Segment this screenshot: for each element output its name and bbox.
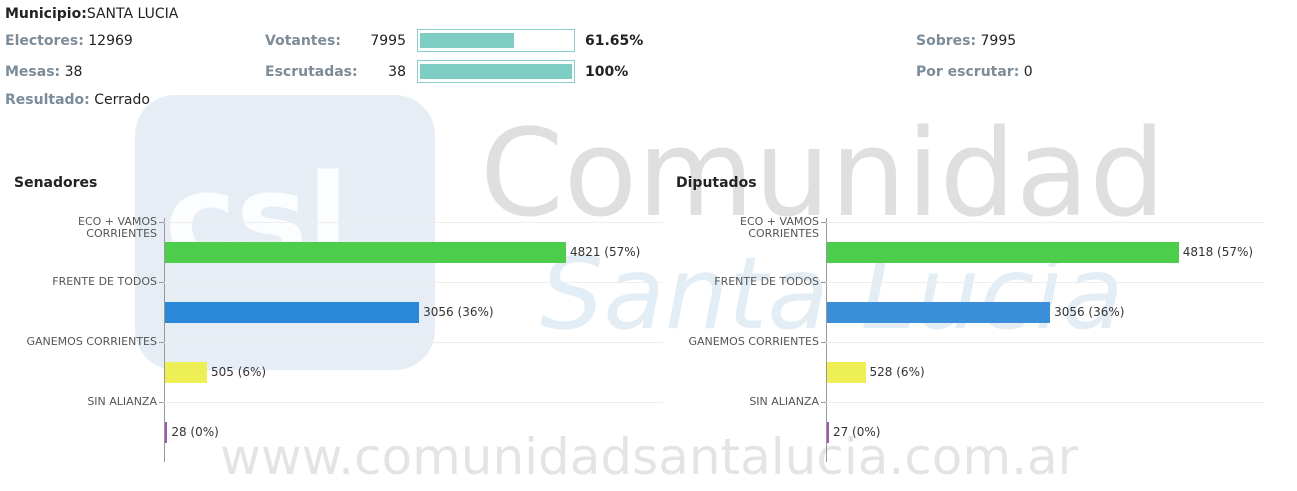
bar <box>827 242 1179 263</box>
value-label: 3056 (36%) <box>1054 305 1125 319</box>
grid-line <box>826 402 1264 403</box>
grid-line <box>164 402 663 403</box>
tick <box>821 222 826 223</box>
bar <box>165 362 207 383</box>
grid-line <box>826 342 1264 343</box>
watermark-url: www.comunidadsantalucia.com.ar <box>220 428 1079 486</box>
pct: 100% <box>585 64 629 80</box>
axis-line <box>826 218 827 462</box>
bar <box>165 302 420 323</box>
category-label: ECO + VAMOS CORRIENTES <box>78 215 157 240</box>
tick <box>159 282 164 283</box>
label: Por escrutar: <box>916 64 1020 80</box>
chart-title: Senadores <box>14 175 98 191</box>
value-label: 27 (0%) <box>832 425 881 439</box>
mesas: Mesas: 38 <box>5 64 82 80</box>
grid-line <box>164 342 663 343</box>
watermark-name: Comunidad <box>480 105 1166 244</box>
label: Electores: <box>5 33 84 49</box>
category-label: GANEMOS CORRIENTES <box>26 335 157 348</box>
sobres: Sobres: 7995 <box>916 33 1016 49</box>
tick <box>821 402 826 403</box>
category-label: SIN ALIANZA <box>87 395 157 408</box>
municipio: Municipio:SANTA LUCIA <box>5 6 178 22</box>
category-label: FRENTE DE TODOS <box>714 275 819 288</box>
pct: 61.65% <box>585 33 644 49</box>
tick <box>159 402 164 403</box>
value-label: 28 (0%) <box>171 425 219 439</box>
label: Municipio: <box>5 6 87 22</box>
tick <box>159 222 164 223</box>
value: 7995 <box>980 33 1017 49</box>
value: 38 <box>64 64 83 80</box>
chart-title: Diputados <box>676 175 757 191</box>
logo-text: csl <box>165 150 349 289</box>
por-escrutar: Por escrutar: 0 <box>916 64 1033 80</box>
progress <box>417 29 575 52</box>
value-label: 4821 (57%) <box>569 245 641 259</box>
bar <box>165 242 566 263</box>
value: 7995 <box>370 33 406 49</box>
label: Sobres: <box>916 33 977 49</box>
grid-line <box>826 222 1264 223</box>
progress-fill <box>420 64 572 79</box>
value: 12969 <box>88 33 133 49</box>
category-label: FRENTE DE TODOS <box>52 275 157 288</box>
value-label: 505 (6%) <box>210 365 267 379</box>
resultado: Resultado: Cerrado <box>5 92 150 108</box>
value: 0 <box>1023 64 1033 80</box>
label: Mesas: <box>5 64 61 80</box>
electores: Electores: 12969 <box>5 33 133 49</box>
grid-line <box>826 282 1264 283</box>
value: SANTA LUCIA <box>86 6 179 22</box>
progress-fill <box>420 33 514 48</box>
category-label: GANEMOS CORRIENTES <box>688 335 819 348</box>
label: Votantes: <box>265 33 341 49</box>
value: Cerrado <box>94 92 150 108</box>
grid-line <box>164 282 663 283</box>
bar <box>827 302 1051 323</box>
grid-line <box>164 222 663 223</box>
value-label: 528 (6%) <box>869 365 925 379</box>
tick <box>821 282 826 283</box>
category-label: SIN ALIANZA <box>749 395 819 408</box>
progress <box>417 60 575 83</box>
category-label: ECO + VAMOS CORRIENTES <box>740 215 819 240</box>
logo-box <box>135 95 435 370</box>
label: Resultado: <box>5 92 90 108</box>
tick <box>159 342 164 343</box>
axis-line <box>164 218 165 462</box>
tick <box>821 342 826 343</box>
value-label: 3056 (36%) <box>423 305 494 319</box>
value-label: 4818 (57%) <box>1182 245 1254 259</box>
value: 38 <box>388 64 406 80</box>
bar <box>827 422 829 443</box>
bar <box>165 422 168 443</box>
label: Escrutadas: <box>265 64 358 80</box>
bar <box>827 362 866 383</box>
